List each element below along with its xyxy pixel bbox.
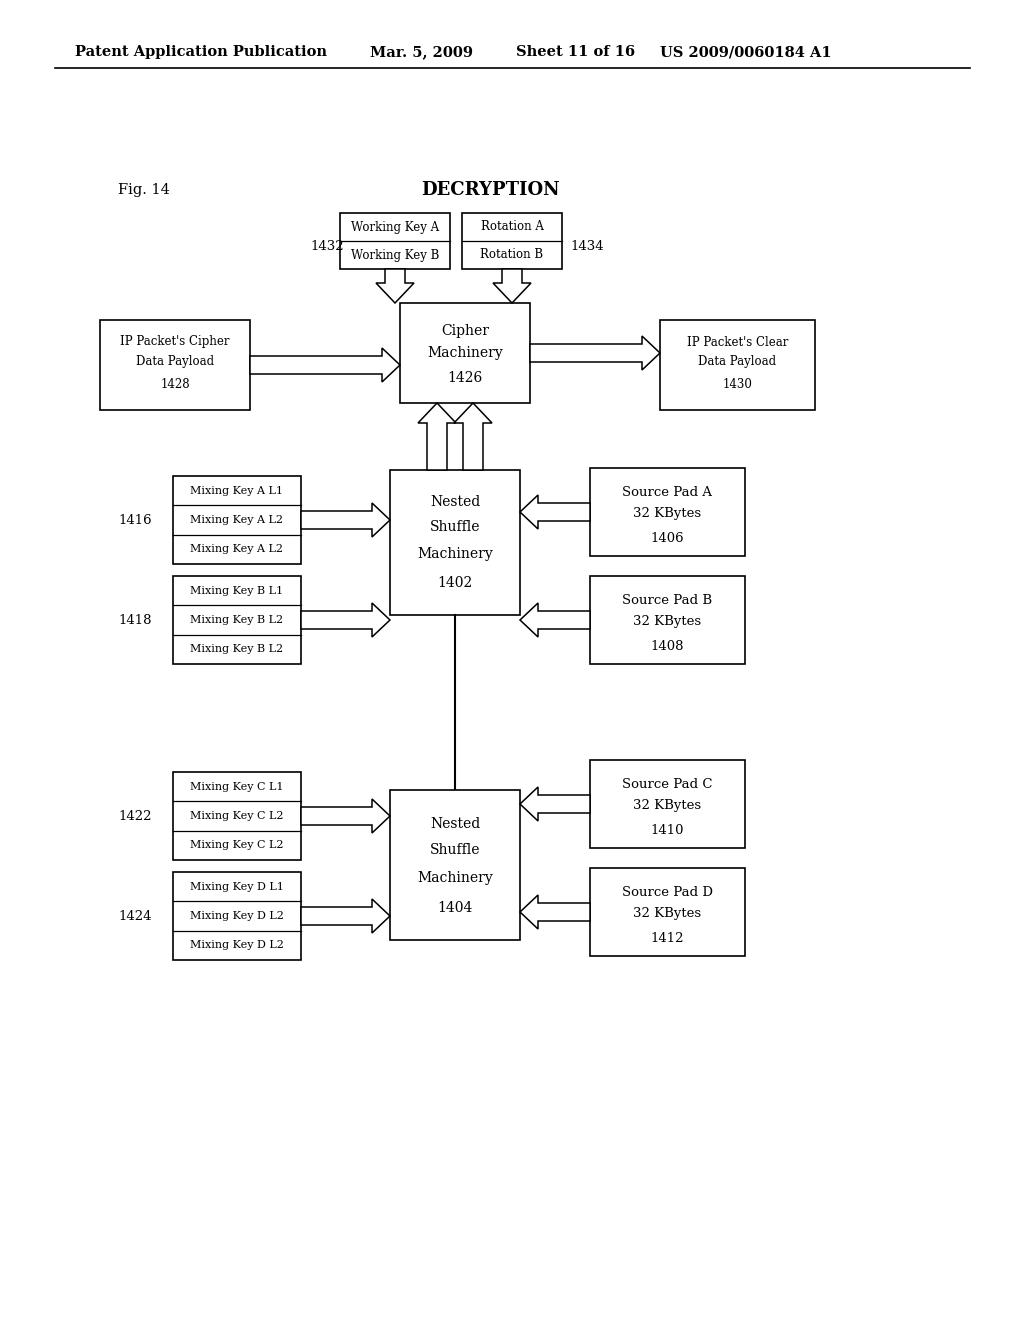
Bar [660,319,815,411]
Bar [390,470,520,615]
Polygon shape [520,603,590,638]
Polygon shape [301,799,390,833]
Text: Mar. 5, 2009: Mar. 5, 2009 [370,45,473,59]
Text: 1428: 1428 [160,379,189,392]
Text: Working Key A: Working Key A [351,220,439,234]
Text: Shuffle: Shuffle [430,843,480,857]
Polygon shape [454,403,492,470]
Text: 32 KBytes: 32 KBytes [634,615,701,628]
Text: 1424: 1424 [118,909,152,923]
Bar [462,213,562,269]
Text: 1404: 1404 [437,902,473,915]
Text: 1434: 1434 [570,239,603,252]
Text: Source Pad A: Source Pad A [623,486,713,499]
Text: 32 KBytes: 32 KBytes [634,507,701,520]
Bar [100,319,250,411]
Bar [400,304,530,403]
Text: Mixing Key B L1: Mixing Key B L1 [190,586,284,595]
Text: Mixing Key A L2: Mixing Key A L2 [190,515,284,525]
Text: Mixing Key A L1: Mixing Key A L1 [190,486,284,496]
Text: Data Payload: Data Payload [698,355,776,368]
Polygon shape [530,337,660,370]
Bar [390,789,520,940]
Polygon shape [520,787,590,821]
Text: Mixing Key C L1: Mixing Key C L1 [190,781,284,792]
Text: 1416: 1416 [118,513,152,527]
Text: Mixing Key C L2: Mixing Key C L2 [190,841,284,850]
Text: 1406: 1406 [650,532,684,544]
Text: Source Pad B: Source Pad B [623,594,713,606]
Polygon shape [493,269,531,304]
Text: 1402: 1402 [437,576,473,590]
Text: Sheet 11 of 16: Sheet 11 of 16 [516,45,635,59]
Polygon shape [520,495,590,529]
Polygon shape [301,899,390,933]
Text: Mixing Key D L1: Mixing Key D L1 [190,882,284,892]
Bar [173,772,301,861]
Text: Source Pad C: Source Pad C [623,777,713,791]
Text: Machinery: Machinery [427,346,503,360]
Text: DECRYPTION: DECRYPTION [421,181,559,199]
Text: IP Packet's Cipher: IP Packet's Cipher [120,335,229,348]
Text: Cipher: Cipher [441,323,489,338]
Polygon shape [418,403,456,470]
Bar [590,469,745,556]
Text: Working Key B: Working Key B [351,248,439,261]
Text: US 2009/0060184 A1: US 2009/0060184 A1 [660,45,831,59]
Polygon shape [301,503,390,537]
Text: 1408: 1408 [650,639,684,652]
Text: Nested: Nested [430,817,480,832]
Text: Machinery: Machinery [417,871,493,884]
Text: 32 KBytes: 32 KBytes [634,908,701,920]
Text: Fig. 14: Fig. 14 [118,183,170,197]
Bar [173,873,301,960]
Bar [590,760,745,847]
Text: 1422: 1422 [118,809,152,822]
Text: 32 KBytes: 32 KBytes [634,800,701,813]
Bar [340,213,450,269]
Text: Data Payload: Data Payload [136,355,214,368]
Text: Mixing Key C L2: Mixing Key C L2 [190,810,284,821]
Text: 1418: 1418 [118,614,152,627]
Bar [173,477,301,564]
Polygon shape [376,269,414,304]
Text: IP Packet's Clear: IP Packet's Clear [687,335,788,348]
Bar [590,869,745,956]
Text: Mixing Key B L2: Mixing Key B L2 [190,644,284,655]
Text: Rotation B: Rotation B [480,248,544,261]
Text: Rotation A: Rotation A [480,220,544,234]
Text: 1432: 1432 [310,239,344,252]
Text: 1410: 1410 [650,824,684,837]
Polygon shape [250,348,400,381]
Text: Source Pad D: Source Pad D [622,886,713,899]
Polygon shape [301,603,390,638]
Bar [173,576,301,664]
Text: Mixing Key D L2: Mixing Key D L2 [190,940,284,950]
Text: 1412: 1412 [650,932,684,945]
Text: 1430: 1430 [723,379,753,392]
Text: Mixing Key A L2: Mixing Key A L2 [190,544,284,554]
Text: Mixing Key B L2: Mixing Key B L2 [190,615,284,624]
Text: Nested: Nested [430,495,480,510]
Text: Mixing Key D L2: Mixing Key D L2 [190,911,284,921]
Polygon shape [520,895,590,929]
Bar [590,576,745,664]
Text: 1426: 1426 [447,371,482,385]
Text: Machinery: Machinery [417,546,493,561]
Text: Shuffle: Shuffle [430,520,480,535]
Text: Patent Application Publication: Patent Application Publication [75,45,327,59]
